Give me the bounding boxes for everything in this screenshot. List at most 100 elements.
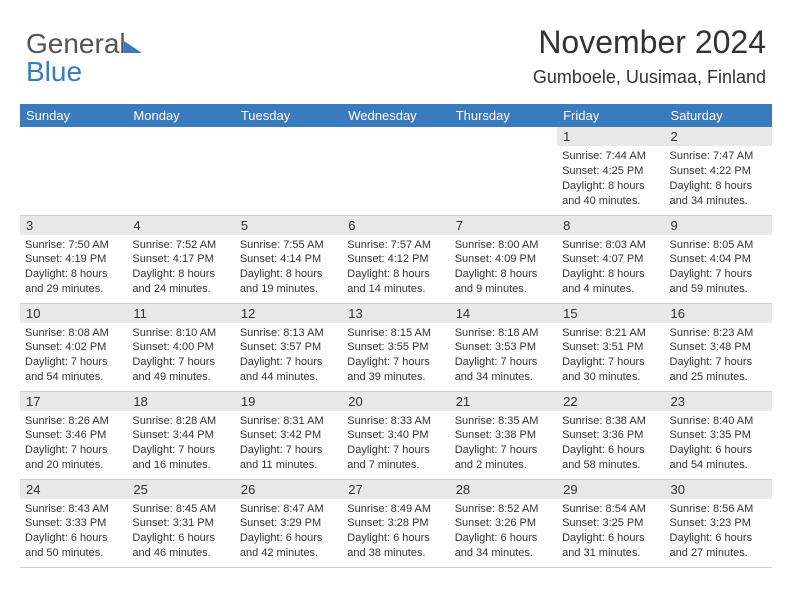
day-number: 5 <box>235 216 342 235</box>
calendar-cell: 17Sunrise: 8:26 AMSunset: 3:46 PMDayligh… <box>20 391 127 479</box>
day-number: 18 <box>127 392 234 411</box>
day-details: Sunrise: 8:15 AMSunset: 3:55 PMDaylight:… <box>342 323 449 388</box>
calendar-row: 17Sunrise: 8:26 AMSunset: 3:46 PMDayligh… <box>20 391 772 479</box>
day-number: 11 <box>127 304 234 323</box>
day-details: Sunrise: 8:33 AMSunset: 3:40 PMDaylight:… <box>342 411 449 476</box>
day-number: 21 <box>450 392 557 411</box>
day-details: Sunrise: 8:45 AMSunset: 3:31 PMDaylight:… <box>127 499 234 564</box>
calendar-cell: 27Sunrise: 8:49 AMSunset: 3:28 PMDayligh… <box>342 479 449 567</box>
calendar-cell: 6Sunrise: 7:57 AMSunset: 4:12 PMDaylight… <box>342 215 449 303</box>
calendar-cell: 15Sunrise: 8:21 AMSunset: 3:51 PMDayligh… <box>557 303 664 391</box>
day-details: Sunrise: 8:43 AMSunset: 3:33 PMDaylight:… <box>20 499 127 564</box>
calendar-cell: 22Sunrise: 8:38 AMSunset: 3:36 PMDayligh… <box>557 391 664 479</box>
day-number: 10 <box>20 304 127 323</box>
day-number: 28 <box>450 480 557 499</box>
day-number: 8 <box>557 216 664 235</box>
calendar-cell: 16Sunrise: 8:23 AMSunset: 3:48 PMDayligh… <box>665 303 772 391</box>
calendar-table: SundayMondayTuesdayWednesdayThursdayFrid… <box>20 104 772 568</box>
day-header: Monday <box>127 104 234 127</box>
day-number: 2 <box>665 127 772 146</box>
day-details: Sunrise: 8:08 AMSunset: 4:02 PMDaylight:… <box>20 323 127 388</box>
day-details: Sunrise: 7:47 AMSunset: 4:22 PMDaylight:… <box>665 146 772 211</box>
day-number: 14 <box>450 304 557 323</box>
day-number: 9 <box>665 216 772 235</box>
calendar-cell: 24Sunrise: 8:43 AMSunset: 3:33 PMDayligh… <box>20 479 127 567</box>
calendar-row: 1Sunrise: 7:44 AMSunset: 4:25 PMDaylight… <box>20 127 772 215</box>
calendar-cell: 9Sunrise: 8:05 AMSunset: 4:04 PMDaylight… <box>665 215 772 303</box>
day-details: Sunrise: 7:57 AMSunset: 4:12 PMDaylight:… <box>342 235 449 300</box>
calendar-cell: 30Sunrise: 8:56 AMSunset: 3:23 PMDayligh… <box>665 479 772 567</box>
calendar-cell: 12Sunrise: 8:13 AMSunset: 3:57 PMDayligh… <box>235 303 342 391</box>
day-details: Sunrise: 8:00 AMSunset: 4:09 PMDaylight:… <box>450 235 557 300</box>
calendar-cell: 8Sunrise: 8:03 AMSunset: 4:07 PMDaylight… <box>557 215 664 303</box>
calendar-cell <box>127 127 234 215</box>
day-details: Sunrise: 8:52 AMSunset: 3:26 PMDaylight:… <box>450 499 557 564</box>
calendar-cell <box>20 127 127 215</box>
day-number: 20 <box>342 392 449 411</box>
calendar-cell <box>342 127 449 215</box>
day-header: Saturday <box>665 104 772 127</box>
calendar: SundayMondayTuesdayWednesdayThursdayFrid… <box>20 104 772 568</box>
day-number: 4 <box>127 216 234 235</box>
location-subtitle: Gumboele, Uusimaa, Finland <box>533 67 766 88</box>
day-number: 13 <box>342 304 449 323</box>
brand-part1: General <box>26 28 126 59</box>
day-details: Sunrise: 7:55 AMSunset: 4:14 PMDaylight:… <box>235 235 342 300</box>
calendar-row: 10Sunrise: 8:08 AMSunset: 4:02 PMDayligh… <box>20 303 772 391</box>
calendar-cell: 11Sunrise: 8:10 AMSunset: 4:00 PMDayligh… <box>127 303 234 391</box>
calendar-cell: 26Sunrise: 8:47 AMSunset: 3:29 PMDayligh… <box>235 479 342 567</box>
calendar-cell: 2Sunrise: 7:47 AMSunset: 4:22 PMDaylight… <box>665 127 772 215</box>
calendar-row: 3Sunrise: 7:50 AMSunset: 4:19 PMDaylight… <box>20 215 772 303</box>
day-details: Sunrise: 8:26 AMSunset: 3:46 PMDaylight:… <box>20 411 127 476</box>
day-details: Sunrise: 8:13 AMSunset: 3:57 PMDaylight:… <box>235 323 342 388</box>
day-number: 3 <box>20 216 127 235</box>
calendar-cell: 10Sunrise: 8:08 AMSunset: 4:02 PMDayligh… <box>20 303 127 391</box>
brand-logo: General Blue <box>26 30 142 86</box>
day-number: 1 <box>557 127 664 146</box>
calendar-cell: 19Sunrise: 8:31 AMSunset: 3:42 PMDayligh… <box>235 391 342 479</box>
day-details: Sunrise: 8:40 AMSunset: 3:35 PMDaylight:… <box>665 411 772 476</box>
day-details: Sunrise: 8:56 AMSunset: 3:23 PMDaylight:… <box>665 499 772 564</box>
calendar-cell: 1Sunrise: 7:44 AMSunset: 4:25 PMDaylight… <box>557 127 664 215</box>
day-number: 15 <box>557 304 664 323</box>
calendar-cell <box>450 127 557 215</box>
day-details: Sunrise: 7:50 AMSunset: 4:19 PMDaylight:… <box>20 235 127 300</box>
calendar-cell: 21Sunrise: 8:35 AMSunset: 3:38 PMDayligh… <box>450 391 557 479</box>
brand-triangle-icon <box>124 41 142 53</box>
day-details: Sunrise: 7:52 AMSunset: 4:17 PMDaylight:… <box>127 235 234 300</box>
brand-part2: Blue <box>26 56 82 87</box>
day-number: 30 <box>665 480 772 499</box>
day-details: Sunrise: 8:38 AMSunset: 3:36 PMDaylight:… <box>557 411 664 476</box>
day-header: Thursday <box>450 104 557 127</box>
calendar-cell: 4Sunrise: 7:52 AMSunset: 4:17 PMDaylight… <box>127 215 234 303</box>
day-number: 17 <box>20 392 127 411</box>
day-details: Sunrise: 8:21 AMSunset: 3:51 PMDaylight:… <box>557 323 664 388</box>
day-details: Sunrise: 8:54 AMSunset: 3:25 PMDaylight:… <box>557 499 664 564</box>
day-number: 26 <box>235 480 342 499</box>
calendar-cell <box>235 127 342 215</box>
day-number: 23 <box>665 392 772 411</box>
calendar-cell: 25Sunrise: 8:45 AMSunset: 3:31 PMDayligh… <box>127 479 234 567</box>
day-details: Sunrise: 8:28 AMSunset: 3:44 PMDaylight:… <box>127 411 234 476</box>
day-number: 7 <box>450 216 557 235</box>
calendar-cell: 18Sunrise: 8:28 AMSunset: 3:44 PMDayligh… <box>127 391 234 479</box>
day-number: 6 <box>342 216 449 235</box>
day-header: Sunday <box>20 104 127 127</box>
day-header: Wednesday <box>342 104 449 127</box>
day-number: 24 <box>20 480 127 499</box>
day-details: Sunrise: 8:10 AMSunset: 4:00 PMDaylight:… <box>127 323 234 388</box>
page-header: November 2024 Gumboele, Uusimaa, Finland <box>533 24 766 88</box>
day-details: Sunrise: 8:47 AMSunset: 3:29 PMDaylight:… <box>235 499 342 564</box>
day-details: Sunrise: 8:31 AMSunset: 3:42 PMDaylight:… <box>235 411 342 476</box>
day-number: 16 <box>665 304 772 323</box>
calendar-cell: 28Sunrise: 8:52 AMSunset: 3:26 PMDayligh… <box>450 479 557 567</box>
calendar-cell: 23Sunrise: 8:40 AMSunset: 3:35 PMDayligh… <box>665 391 772 479</box>
day-details: Sunrise: 8:18 AMSunset: 3:53 PMDaylight:… <box>450 323 557 388</box>
day-number: 22 <box>557 392 664 411</box>
day-number: 29 <box>557 480 664 499</box>
day-details: Sunrise: 8:49 AMSunset: 3:28 PMDaylight:… <box>342 499 449 564</box>
calendar-cell: 20Sunrise: 8:33 AMSunset: 3:40 PMDayligh… <box>342 391 449 479</box>
day-details: Sunrise: 8:35 AMSunset: 3:38 PMDaylight:… <box>450 411 557 476</box>
day-header-row: SundayMondayTuesdayWednesdayThursdayFrid… <box>20 104 772 127</box>
calendar-body: 1Sunrise: 7:44 AMSunset: 4:25 PMDaylight… <box>20 127 772 567</box>
